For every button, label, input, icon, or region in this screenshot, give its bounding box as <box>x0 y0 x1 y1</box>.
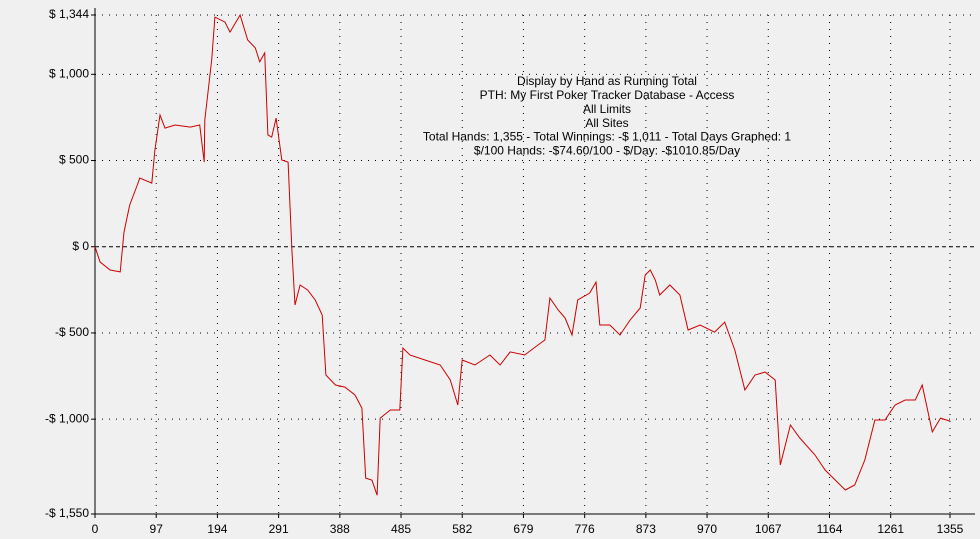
x-tick-label: 1355 <box>937 522 964 536</box>
x-tick-label: 873 <box>636 522 656 536</box>
title-block: Display by Hand as Running Total <box>517 74 697 88</box>
chart-subtitle: All Sites <box>585 116 628 130</box>
x-tick-label: 97 <box>150 522 164 536</box>
x-tick-label: 1067 <box>755 522 782 536</box>
y-tick-label: -$ 1,000 <box>45 411 89 425</box>
x-tick-label: 0 <box>92 522 99 536</box>
chart-title: Display by Hand as Running Total <box>517 74 697 88</box>
y-tick-label: -$ 1,550 <box>45 506 89 520</box>
chart-subtitle: $/100 Hands: -$74.60/100 - $/Day: -$1010… <box>474 143 740 157</box>
y-tick-label: $ 1,000 <box>49 66 89 80</box>
y-tick-label: $ 1,344 <box>49 7 89 21</box>
x-tick-label: 388 <box>330 522 350 536</box>
x-tick-label: 485 <box>391 522 411 536</box>
line-series <box>94 13 951 496</box>
y-tick-label: $ 0 <box>72 239 89 253</box>
chart-subtitle: All Limits <box>583 102 631 116</box>
x-tick-label: 1164 <box>817 522 843 536</box>
y-tick-label: $ 500 <box>59 153 89 167</box>
x-tick-label: 776 <box>575 522 595 536</box>
x-tick-label: 1261 <box>877 522 904 536</box>
x-tick-label: 679 <box>513 522 533 536</box>
x-tick-label: 582 <box>452 522 472 536</box>
x-tick-label: 970 <box>697 522 717 536</box>
y-tick-label: -$ 500 <box>55 325 89 339</box>
x-tick-label: 291 <box>269 522 289 536</box>
chart-subtitle: PTH: My First Poker Tracker Database - A… <box>480 88 735 102</box>
chart-subtitle: Total Hands: 1,355 - Total Winnings: -$ … <box>423 130 792 144</box>
x-tick-label: 194 <box>207 522 227 536</box>
